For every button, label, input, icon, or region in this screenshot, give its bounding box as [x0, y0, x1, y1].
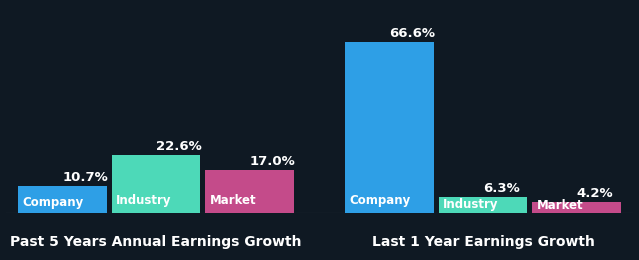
- Text: Market: Market: [537, 199, 583, 212]
- Text: Industry: Industry: [443, 198, 498, 211]
- Text: 22.6%: 22.6%: [156, 140, 202, 153]
- Bar: [532, 203, 621, 213]
- Bar: [18, 186, 107, 213]
- Text: Company: Company: [22, 196, 84, 209]
- Text: Past 5 Years Annual Earnings Growth: Past 5 Years Annual Earnings Growth: [10, 235, 302, 249]
- Text: Industry: Industry: [116, 194, 171, 207]
- Text: Market: Market: [210, 194, 256, 207]
- Bar: [438, 197, 527, 213]
- Text: 66.6%: 66.6%: [390, 27, 436, 40]
- Text: 10.7%: 10.7%: [63, 171, 108, 184]
- Bar: [112, 155, 201, 213]
- Text: 6.3%: 6.3%: [483, 182, 520, 195]
- Text: Company: Company: [350, 194, 411, 207]
- Text: Last 1 Year Earnings Growth: Last 1 Year Earnings Growth: [372, 235, 594, 249]
- Text: 17.0%: 17.0%: [249, 154, 295, 167]
- Bar: [345, 42, 434, 213]
- Bar: [205, 170, 294, 213]
- Text: 4.2%: 4.2%: [576, 187, 613, 200]
